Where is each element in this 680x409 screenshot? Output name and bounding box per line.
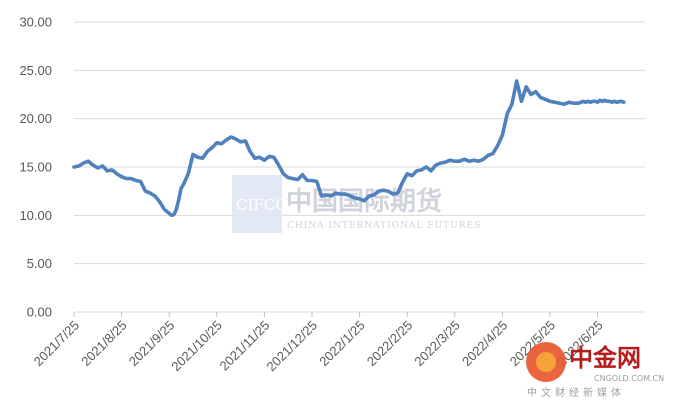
series-line-0 xyxy=(72,79,626,218)
y-axis-ticks: 0.00 5.00 10.00 15.00 20.00 25.00 30.00 xyxy=(19,15,52,320)
x-tick-label: 2022/4/25 xyxy=(459,318,511,370)
y-tick-label: 20.00 xyxy=(19,111,52,126)
cifco-watermark: CIFCO 中国国际期货 CHINA INTERNATIONAL FUTURES xyxy=(232,175,481,233)
y-tick-label: 30.00 xyxy=(19,15,52,30)
x-axis-ticks: 2021/7/252021/8/252021/9/252021/10/25202… xyxy=(31,312,606,374)
x-tick-label: 2021/8/25 xyxy=(78,318,130,370)
y-tick-label: 0.00 xyxy=(27,305,52,320)
y-tick-label: 25.00 xyxy=(19,63,52,78)
cifco-logo-box xyxy=(232,175,282,233)
y-tick-label: 10.00 xyxy=(19,208,52,223)
cngold-watermark: 中金网 CNGOLD.COM.CN 中文财经新媒体 xyxy=(526,342,664,399)
x-tick-label: 2021/7/25 xyxy=(31,318,83,370)
cifco-en-text: CHINA INTERNATIONAL FUTURES xyxy=(287,221,481,231)
cngold-url-text: CNGOLD.COM.CN xyxy=(594,374,664,383)
x-tick-label: 2022/3/25 xyxy=(411,318,463,370)
cngold-sub-text: 中文财经新媒体 xyxy=(527,386,625,399)
gridlines xyxy=(74,21,645,313)
cifco-logo-text: CIFCO xyxy=(236,196,288,214)
x-tick-label: 2022/1/25 xyxy=(316,318,368,370)
x-tick-label: 2021/12/25 xyxy=(263,318,320,375)
series-layer xyxy=(72,79,626,218)
x-tick-label: 2021/10/25 xyxy=(168,318,225,375)
y-tick-label: 15.00 xyxy=(19,160,52,175)
y-tick-label: 5.00 xyxy=(27,256,52,271)
cngold-logo-inner xyxy=(536,352,556,372)
x-tick-label: 2022/2/25 xyxy=(364,318,416,370)
cngold-cn-text: 中金网 xyxy=(569,344,641,372)
